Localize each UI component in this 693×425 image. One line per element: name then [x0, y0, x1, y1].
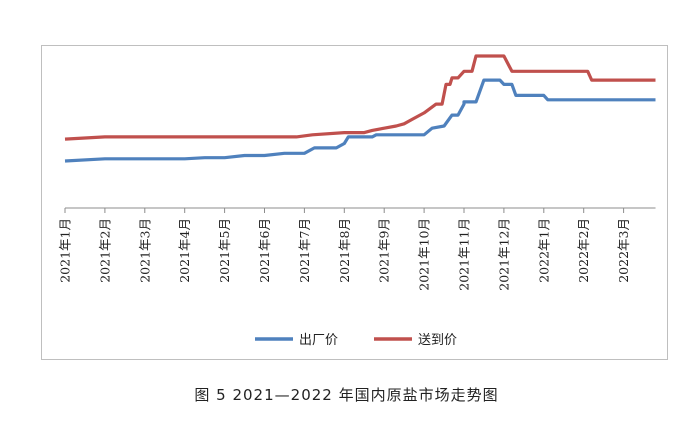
legend-label: 送到价: [418, 333, 457, 348]
x-tick-label: 2021年10月: [417, 218, 432, 291]
line-chart: 2021年1月 2021年2月 2021年3月 2021年4月 2021年5月 2021年…: [58, 54, 656, 348]
x-tick-label: 2022年3月: [616, 218, 631, 283]
x-tick-label: 2021年1月: [58, 218, 73, 283]
x-tick-label: 2021年11月: [457, 218, 472, 291]
x-tick-label: 2021年6月: [257, 218, 272, 283]
ticks-layer: [64, 208, 625, 213]
legend: 出厂价 送到价: [255, 333, 457, 348]
lines-layer: [64, 54, 656, 163]
series-line-1: [64, 54, 656, 141]
labels-layer: 2021年1月 2021年2月 2021年3月 2021年4月 2021年5月 2021年…: [58, 218, 632, 291]
x-tick-label: 2021年5月: [217, 218, 232, 283]
x-tick-label: 2022年2月: [576, 218, 591, 283]
x-tick-label: 2021年4月: [177, 218, 192, 283]
x-tick-label: 2022年1月: [536, 218, 551, 283]
x-tick-label: 2021年7月: [297, 218, 312, 283]
x-tick-label: 2021年12月: [496, 218, 511, 291]
chart-frame: 2021年1月 2021年2月 2021年3月 2021年4月 2021年5月 2021年…: [41, 45, 668, 360]
series-line-0: [64, 78, 656, 163]
legend-label: 出厂价: [299, 333, 338, 348]
figure-caption: 图 5 2021—2022 年国内原盐市场走势图: [194, 386, 499, 404]
x-tick-label: 2021年9月: [377, 218, 392, 283]
x-tick-label: 2021年2月: [97, 218, 112, 283]
x-tick-label: 2021年8月: [337, 218, 352, 283]
x-tick-label: 2021年3月: [137, 218, 152, 283]
